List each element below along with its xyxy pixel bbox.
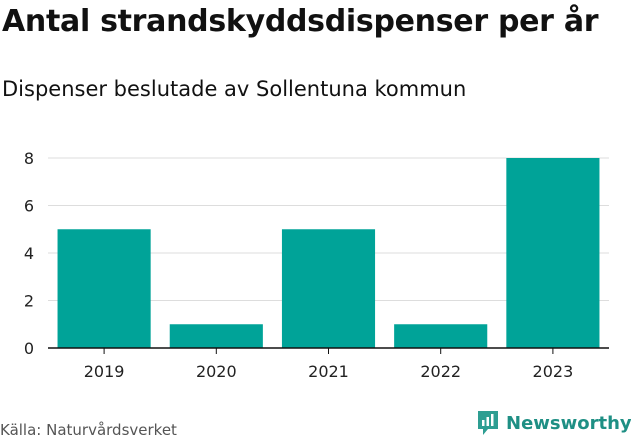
bar-2023	[506, 158, 600, 348]
x-tick-label: 2019	[84, 362, 125, 381]
bar-2022	[394, 324, 488, 348]
x-tick-label: 2021	[308, 362, 349, 381]
newsworthy-logo-icon	[478, 411, 498, 435]
x-tick-label: 2022	[420, 362, 461, 381]
y-tick-label: 4	[24, 244, 34, 263]
chart-title: Antal strandskyddsdispenser per år	[2, 4, 599, 39]
chart-subtitle: Dispenser beslutade av Sollentuna kommun	[2, 77, 467, 101]
bar-2020	[169, 324, 263, 348]
bar-2019	[57, 229, 151, 348]
y-tick-label: 6	[24, 197, 34, 216]
y-tick-label: 0	[24, 339, 34, 358]
source-note: Källa: Naturvårdsverket	[0, 421, 177, 439]
y-tick-label: 8	[24, 149, 34, 168]
logo-text: Newsworthy	[506, 412, 631, 434]
x-tick-label: 2023	[533, 362, 574, 381]
bar-2021	[281, 229, 376, 348]
x-tick-label: 2020	[196, 362, 237, 381]
bar-chart: 0 2 4 6 8 2019 2020 2021 2022 2023	[24, 149, 609, 381]
bars	[57, 158, 600, 348]
newsworthy-logo: Newsworthy	[476, 409, 631, 437]
y-tick-label: 2	[24, 292, 34, 311]
axes: 0 2 4 6 8 2019 2020 2021 2022 2023	[24, 149, 609, 381]
